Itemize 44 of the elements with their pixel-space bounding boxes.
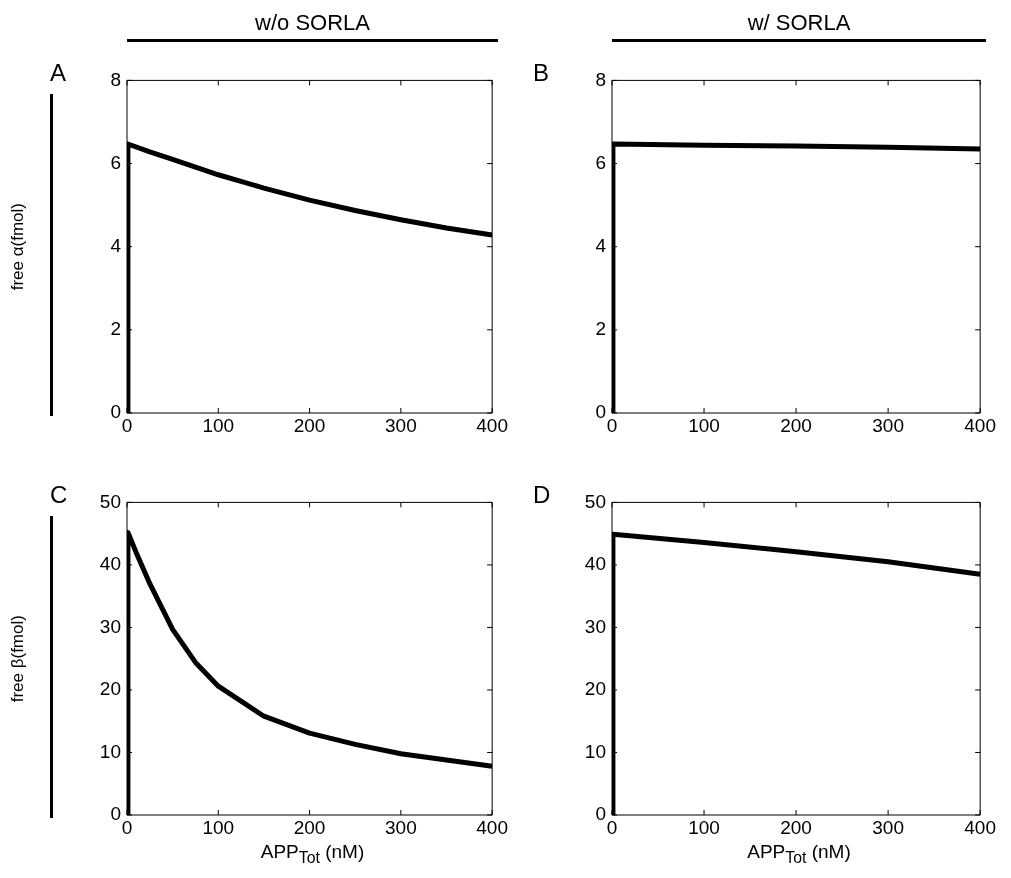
y-axis-title: free α(fmol) bbox=[7, 203, 27, 291]
x-tick-label: 400 bbox=[476, 816, 508, 838]
chart-title: w/ SORLA bbox=[746, 10, 852, 36]
text: A bbox=[50, 59, 67, 86]
x-tick-label: 400 bbox=[476, 414, 508, 436]
y-tick-label: 50 bbox=[99, 490, 121, 512]
y-tick-label: 10 bbox=[584, 740, 606, 762]
text: D bbox=[533, 481, 551, 508]
x-tick-label: 300 bbox=[385, 816, 417, 838]
y-tick-label: 50 bbox=[584, 490, 606, 512]
y-tick-label: 6 bbox=[595, 151, 606, 173]
y-tick-label: 4 bbox=[110, 234, 122, 256]
y-tick-label: 8 bbox=[110, 68, 121, 90]
x-tick-label: 200 bbox=[780, 414, 812, 436]
x-tick-label: 100 bbox=[688, 816, 720, 838]
x-tick-label: 100 bbox=[688, 414, 720, 436]
y-tick-label: 10 bbox=[99, 740, 121, 762]
y-tick-label: 30 bbox=[99, 615, 121, 637]
x-tick-label: 400 bbox=[964, 414, 996, 436]
x-tick-label: 300 bbox=[872, 414, 904, 436]
x-tick-label: 300 bbox=[872, 816, 904, 838]
x-axis-title: APP$_{Tot}$ (nM) bbox=[259, 841, 366, 867]
x-axis-title: APP$_{Tot}$ (nM) bbox=[746, 841, 852, 867]
y-tick-label: 2 bbox=[110, 318, 121, 340]
x-tick-label: 400 bbox=[964, 816, 996, 838]
y-tick-label: 8 bbox=[595, 68, 606, 90]
x-tick-label: 300 bbox=[385, 414, 417, 436]
x-tick-label: 200 bbox=[780, 816, 812, 838]
y-axis-title: free β(fmol) bbox=[7, 615, 27, 703]
x-tick-label: 100 bbox=[202, 816, 235, 838]
y-tick-label: 40 bbox=[584, 553, 606, 575]
y-tick-label: 6 bbox=[110, 151, 121, 173]
y-tick-label: 30 bbox=[584, 615, 606, 637]
text: B bbox=[533, 59, 550, 86]
chart-title: w/o SORLA bbox=[254, 10, 371, 36]
y-tick-label: 2 bbox=[595, 318, 606, 340]
y-tick-label: 20 bbox=[584, 678, 606, 700]
x-tick-label: 100 bbox=[202, 414, 235, 436]
text: C bbox=[50, 481, 68, 508]
x-tick-label: 200 bbox=[293, 414, 326, 436]
x-tick-label: 200 bbox=[293, 816, 326, 838]
y-tick-label: 4 bbox=[595, 234, 607, 256]
y-tick-label: 40 bbox=[99, 553, 121, 575]
y-tick-label: 20 bbox=[99, 678, 121, 700]
